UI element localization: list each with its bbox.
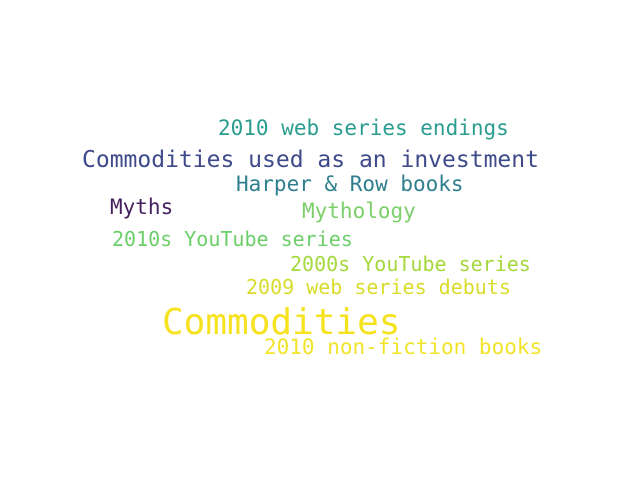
- word-2009-web-series-debuts: 2009 web series debuts: [246, 275, 511, 299]
- word-2000s-youtube-series: 2000s YouTube series: [290, 252, 531, 276]
- word-2010-non-fiction-books: 2010 non-fiction books: [264, 335, 543, 359]
- word-2010s-youtube-series: 2010s YouTube series: [112, 227, 353, 251]
- word-harper-and-row-books: Harper & Row books: [236, 172, 464, 196]
- word-myths: Myths: [110, 195, 174, 219]
- word-mythology: Mythology: [302, 199, 416, 223]
- word-commodities: Commodities: [162, 302, 401, 343]
- word-commodities-used-as-an-investment: Commodities used as an investment: [82, 147, 539, 173]
- word-2010-web-series-endings: 2010 web series endings: [218, 116, 509, 140]
